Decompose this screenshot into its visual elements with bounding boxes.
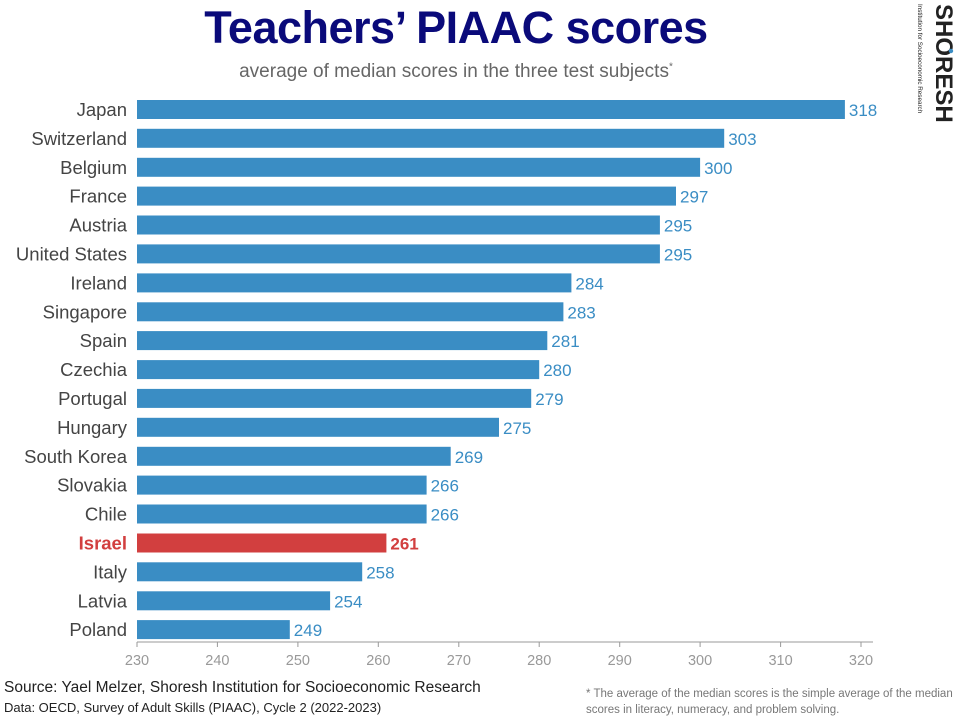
x-tick-label: 240 — [205, 653, 229, 669]
data-label: 261 — [390, 535, 418, 554]
data-label: 281 — [551, 332, 579, 351]
bar — [137, 388, 532, 408]
data-label: 280 — [543, 361, 571, 380]
data-label: 266 — [431, 506, 459, 525]
category-label: Spain — [80, 330, 127, 351]
bar — [137, 186, 676, 206]
data-label: 318 — [849, 101, 877, 120]
bar — [137, 620, 290, 640]
bar — [137, 417, 499, 437]
data-label: 297 — [680, 188, 708, 207]
bar — [137, 591, 331, 611]
shoresh-logo: SHORESH Institution for Socioeconomic Re… — [916, 4, 954, 123]
category-label: Israel — [79, 533, 127, 554]
bar — [137, 302, 564, 322]
category-label: South Korea — [24, 446, 128, 467]
bar — [137, 446, 451, 466]
x-tick-label: 270 — [447, 653, 471, 669]
bar — [137, 533, 387, 553]
data-label: 303 — [728, 130, 756, 149]
bar — [137, 360, 540, 380]
svg-text:SHORESH: SHORESH — [930, 4, 954, 123]
data-label: 283 — [567, 303, 595, 322]
x-tick-label: 290 — [608, 653, 632, 669]
subtitle-footnote-mark: * — [668, 61, 673, 73]
bar — [137, 128, 725, 148]
category-label: Italy — [93, 561, 128, 582]
data-label: 279 — [535, 390, 563, 409]
category-label: Poland — [69, 619, 127, 640]
bar — [137, 562, 363, 582]
data-label: 295 — [664, 217, 692, 236]
category-label: Singapore — [43, 301, 127, 322]
x-tick-label: 250 — [286, 653, 310, 669]
category-label: Slovakia — [57, 475, 128, 496]
bar — [137, 504, 427, 524]
category-label: United States — [16, 243, 127, 264]
category-label: Austria — [69, 215, 127, 236]
bar — [137, 331, 548, 351]
category-label: Portugal — [58, 388, 127, 409]
bar — [137, 215, 660, 235]
bar — [137, 100, 845, 119]
data-label: 295 — [664, 245, 692, 264]
bar — [137, 273, 572, 293]
category-label: Belgium — [60, 157, 127, 178]
category-label: Chile — [85, 504, 127, 525]
data-source-note: Data: OECD, Survey of Adult Skills (PIAA… — [4, 700, 382, 715]
x-tick-label: 260 — [366, 653, 390, 669]
category-label: Ireland — [70, 272, 127, 293]
category-label: Hungary — [57, 417, 128, 438]
x-tick-label: 300 — [688, 653, 712, 669]
chart-subtitle: average of median scores in the three te… — [0, 61, 912, 83]
subtitle-text: average of median scores in the three te… — [239, 61, 669, 82]
data-label: 266 — [431, 477, 459, 496]
x-tick-label: 280 — [527, 653, 551, 669]
data-label: 275 — [503, 419, 531, 438]
data-label: 249 — [294, 621, 322, 640]
data-label: 300 — [704, 159, 732, 178]
data-label: 258 — [366, 563, 394, 582]
category-label: Czechia — [60, 359, 128, 380]
category-label: Latvia — [78, 590, 128, 611]
x-tick-label: 310 — [768, 653, 792, 669]
category-label: Switzerland — [31, 128, 127, 149]
bar — [137, 475, 427, 495]
bar — [137, 244, 660, 264]
category-label: France — [69, 186, 127, 207]
x-tick-label: 230 — [125, 653, 149, 669]
svg-text:Institution for Socioeconomic: Institution for Socioeconomic Research — [916, 4, 923, 114]
category-label: Japan — [77, 99, 127, 120]
source-note: Source: Yael Melzer, Shoresh Institution… — [4, 679, 481, 696]
data-label: 284 — [575, 274, 603, 293]
data-label: 254 — [334, 592, 362, 611]
footnote: * The average of the median scores is th… — [586, 688, 953, 716]
bar — [137, 157, 701, 177]
x-tick-label: 320 — [849, 653, 873, 669]
chart-title: Teachers’ PIAAC scores — [204, 2, 708, 53]
data-label: 269 — [455, 448, 483, 467]
